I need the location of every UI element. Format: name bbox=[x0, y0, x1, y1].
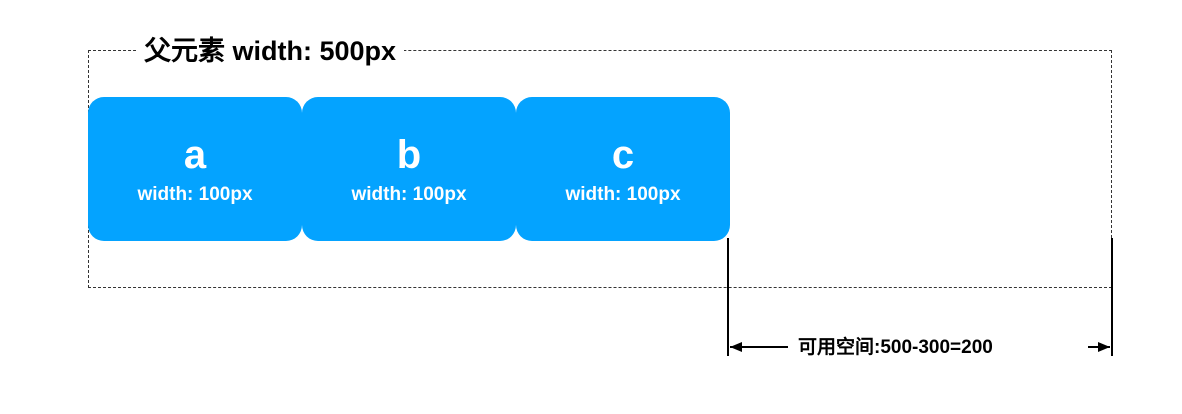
child-letter: c bbox=[611, 133, 635, 177]
left-arrowhead-icon bbox=[730, 342, 742, 352]
child-letter: a bbox=[183, 133, 207, 177]
child-width-label: width: 100px bbox=[351, 184, 467, 205]
child-width-label: width: 100px bbox=[565, 184, 681, 205]
child-letter: b bbox=[396, 133, 422, 177]
child-box-b: b width: 100px bbox=[302, 97, 516, 241]
right-arrowhead-icon bbox=[1098, 342, 1110, 352]
available-space-left-boundary bbox=[727, 238, 729, 356]
parent-title: 父元素 width: 500px bbox=[136, 34, 405, 68]
child-width-label: width: 100px bbox=[137, 184, 253, 205]
child-box-a: a width: 100px bbox=[88, 97, 302, 241]
available-space-label: 可用空间:500-300=200 bbox=[788, 336, 1088, 360]
available-space-right-boundary bbox=[1111, 238, 1113, 356]
child-box-c: c width: 100px bbox=[516, 97, 730, 241]
